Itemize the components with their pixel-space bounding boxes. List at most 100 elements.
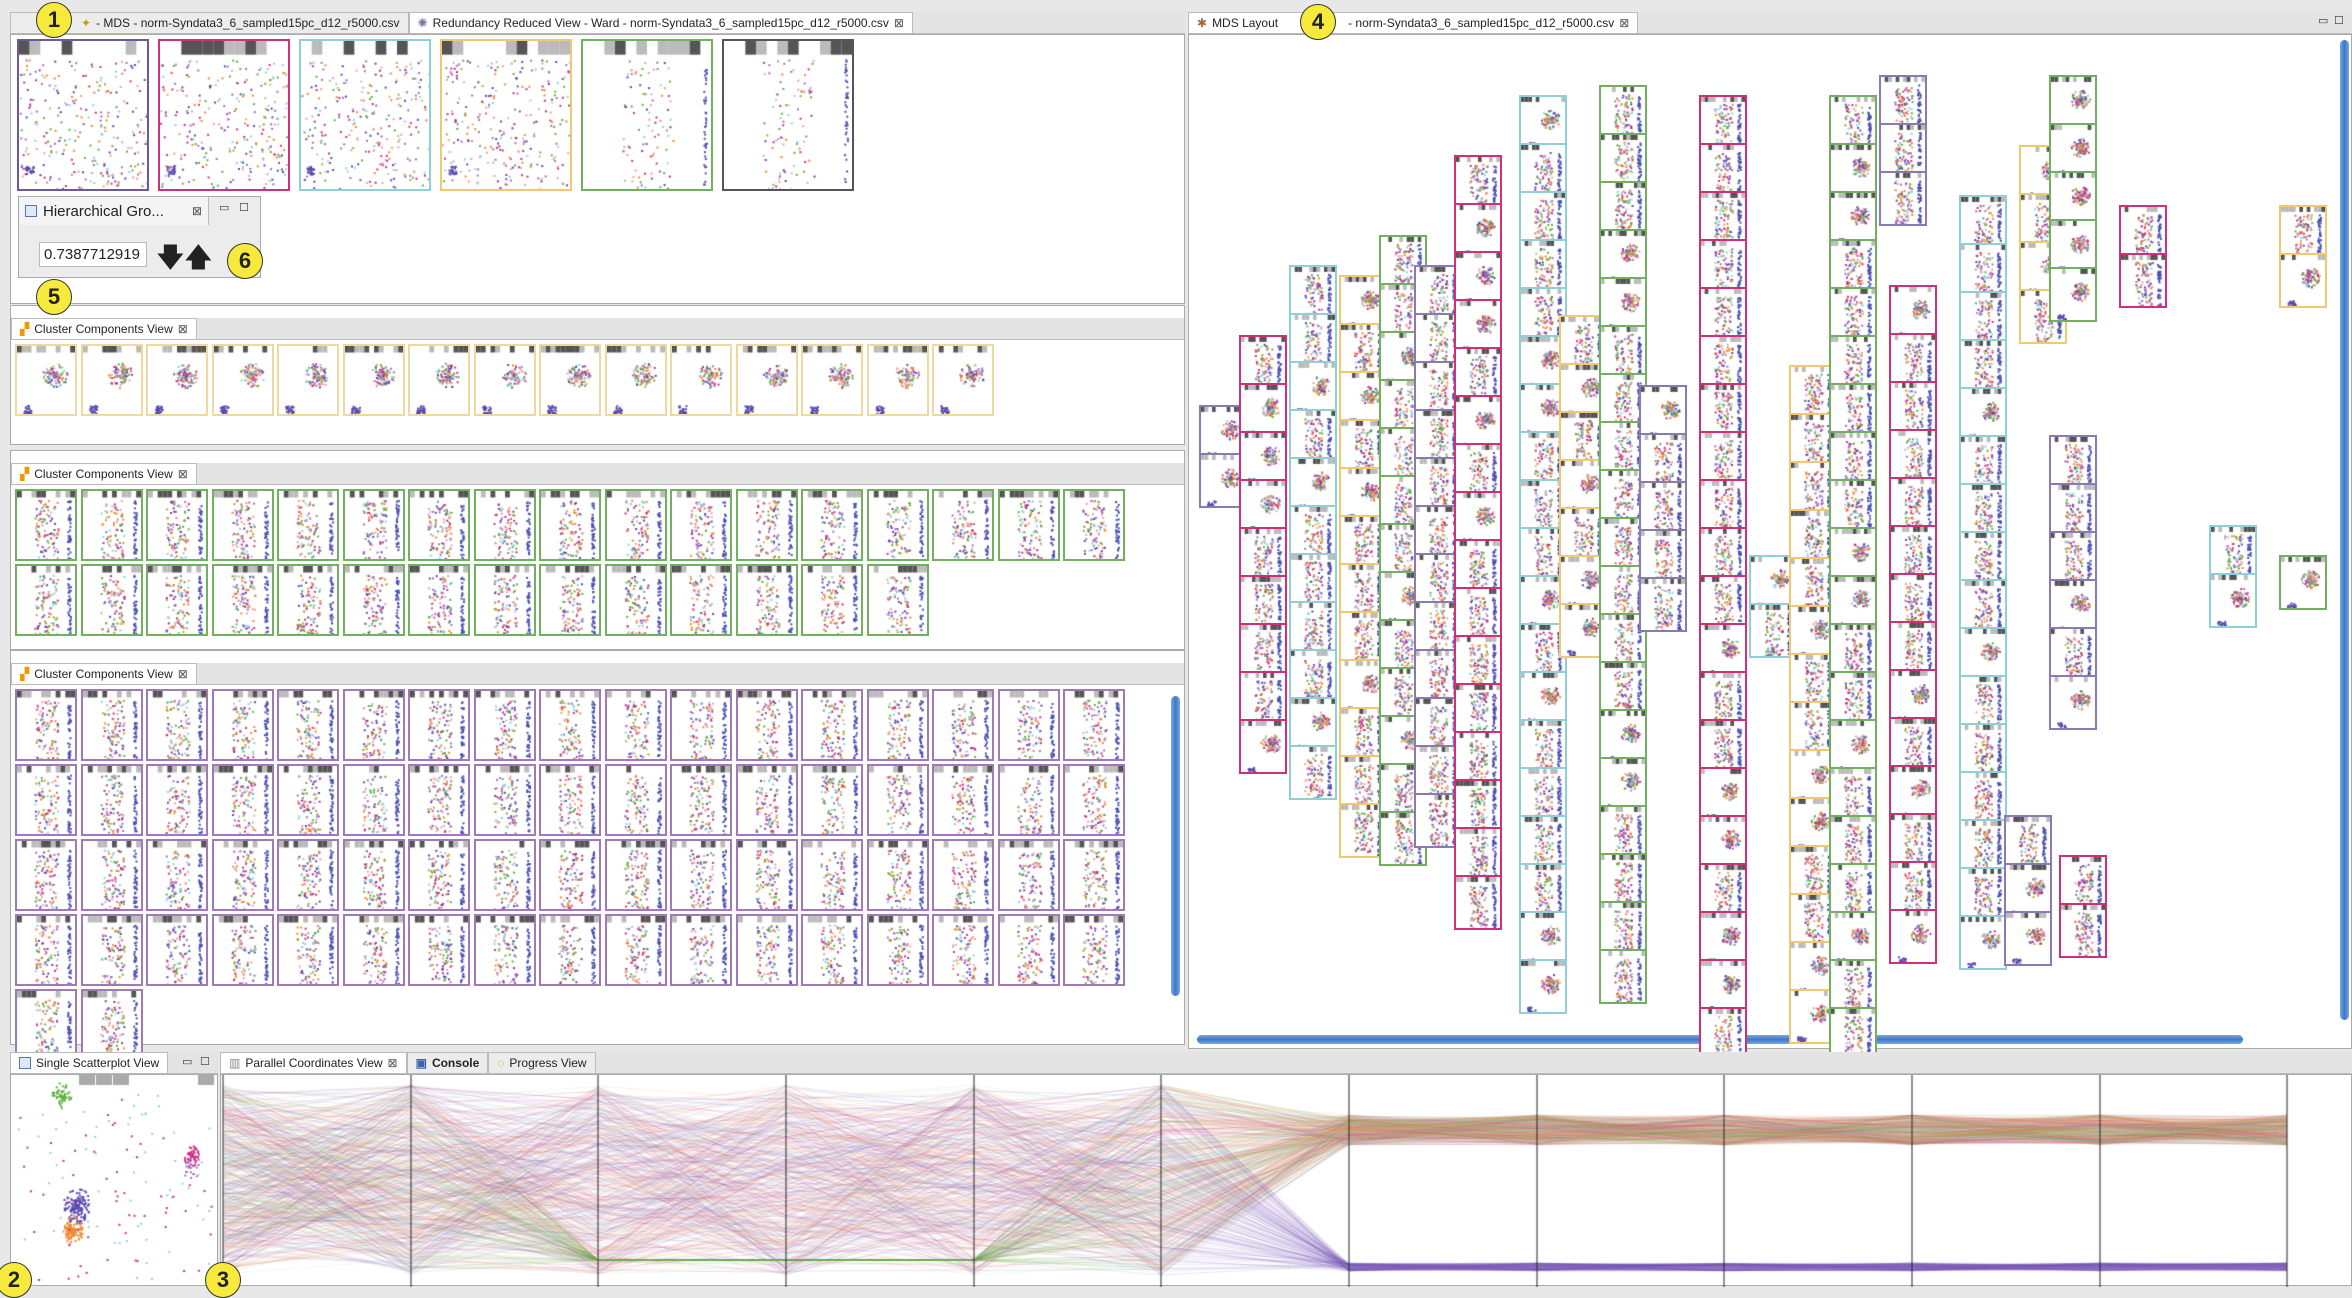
scatterplot-thumbnail[interactable] bbox=[211, 489, 274, 561]
scatterplot-thumbnail[interactable] bbox=[1699, 239, 1747, 294]
scatterplot-thumbnail[interactable] bbox=[1599, 709, 1647, 764]
scatterplot-thumbnail[interactable] bbox=[801, 764, 863, 836]
scatterplot-thumbnail[interactable] bbox=[1599, 661, 1647, 716]
scatterplot-thumbnail[interactable] bbox=[801, 344, 863, 416]
scatterplot-thumbnail[interactable] bbox=[2279, 205, 2327, 260]
scatterplot-thumbnail[interactable] bbox=[342, 914, 405, 986]
scatterplot-thumbnail[interactable] bbox=[1829, 863, 1877, 918]
scatterplot-thumbnail[interactable] bbox=[80, 344, 143, 416]
scatterplot-thumbnail[interactable] bbox=[1599, 325, 1647, 380]
scatterplot-thumbnail[interactable] bbox=[866, 914, 929, 986]
scatterplot-thumbnail[interactable] bbox=[1289, 313, 1337, 368]
scatterplot-thumbnail[interactable] bbox=[1519, 191, 1567, 246]
scatterplot-thumbnail[interactable] bbox=[342, 689, 405, 761]
scatterplot-thumbnail[interactable] bbox=[2004, 815, 2052, 870]
scatterplot-thumbnail[interactable] bbox=[1063, 914, 1125, 986]
scatterplot-thumbnail[interactable] bbox=[1699, 527, 1747, 582]
scatterplot-thumbnail[interactable] bbox=[932, 344, 994, 416]
scatterplot-thumbnail[interactable] bbox=[211, 764, 274, 836]
scatterplot-thumbnail[interactable] bbox=[1829, 911, 1877, 966]
scatterplot-thumbnail[interactable] bbox=[1519, 767, 1567, 822]
scatterplot-thumbnail[interactable] bbox=[1699, 863, 1747, 918]
scatterplot-thumbnail[interactable] bbox=[670, 489, 732, 561]
scatterplot-thumbnail[interactable] bbox=[1454, 347, 1502, 402]
maximize-icon[interactable]: ☐ bbox=[239, 202, 249, 214]
scatterplot-thumbnail[interactable] bbox=[1959, 291, 2007, 346]
scatterplot-thumbnail[interactable] bbox=[342, 489, 405, 561]
scatterplot-thumbnail[interactable] bbox=[539, 839, 601, 911]
scatterplot-thumbnail[interactable] bbox=[1829, 671, 1877, 726]
scatterplot-thumbnail[interactable] bbox=[473, 489, 536, 561]
scatterplot-thumbnail[interactable] bbox=[1454, 395, 1502, 450]
scatterplot-thumbnail[interactable] bbox=[2059, 855, 2107, 910]
scatterplot-thumbnail[interactable] bbox=[2049, 627, 2097, 682]
scatterplot-thumbnail[interactable] bbox=[735, 489, 798, 561]
scatterplot-thumbnail[interactable] bbox=[735, 344, 798, 416]
scatterplot-thumbnail[interactable] bbox=[1829, 623, 1877, 678]
scatterplot-thumbnail[interactable] bbox=[2049, 171, 2097, 226]
scatterplot-thumbnail[interactable] bbox=[2049, 435, 2097, 490]
scatterplot-thumbnail[interactable] bbox=[1454, 251, 1502, 306]
scatterplot-thumbnail[interactable] bbox=[1239, 527, 1287, 582]
scatterplot-thumbnail[interactable] bbox=[735, 914, 798, 986]
maximize-icon[interactable]: ☐ bbox=[2334, 15, 2344, 27]
scatterplot-thumbnail[interactable] bbox=[670, 914, 732, 986]
scatterplot-thumbnail[interactable] bbox=[1889, 573, 1937, 628]
scatterplot-thumbnail[interactable] bbox=[2049, 483, 2097, 538]
scatterplot-thumbnail[interactable] bbox=[277, 564, 339, 636]
scatterplot-thumbnail[interactable] bbox=[1289, 697, 1337, 752]
scatterplot-thumbnail[interactable] bbox=[735, 764, 798, 836]
scatterplot-thumbnail[interactable] bbox=[1959, 867, 2007, 922]
scatterplot-thumbnail[interactable] bbox=[604, 914, 667, 986]
scatterplot-thumbnail[interactable] bbox=[539, 489, 601, 561]
scatterplot-thumbnail[interactable] bbox=[1454, 635, 1502, 690]
scatterplot-thumbnail[interactable] bbox=[604, 839, 667, 911]
scatterplot-thumbnail[interactable] bbox=[1454, 299, 1502, 354]
scatterplot-thumbnail[interactable] bbox=[1699, 383, 1747, 438]
scatterplot-thumbnail[interactable] bbox=[1959, 723, 2007, 778]
scatterplot-thumbnail[interactable] bbox=[2049, 675, 2097, 730]
scatterplot-thumbnail[interactable] bbox=[1289, 265, 1337, 320]
scatterplot-thumbnail[interactable] bbox=[1063, 764, 1125, 836]
scatterplot-thumbnail[interactable] bbox=[211, 344, 274, 416]
scatterplot-thumbnail[interactable] bbox=[997, 764, 1060, 836]
scatterplot-thumbnail[interactable] bbox=[408, 764, 470, 836]
scatterplot-thumbnail[interactable] bbox=[15, 839, 77, 911]
scatterplot-thumbnail[interactable] bbox=[211, 839, 274, 911]
parallel-coordinates-plot[interactable] bbox=[221, 1075, 2352, 1287]
close-icon[interactable]: ⊠ bbox=[177, 322, 188, 336]
scatterplot-thumbnail[interactable] bbox=[1239, 575, 1287, 630]
scatterplot-thumbnail[interactable] bbox=[342, 764, 405, 836]
scatterplot-thumbnail[interactable] bbox=[2049, 123, 2097, 178]
scatterplot-thumbnail[interactable] bbox=[1699, 575, 1747, 630]
scatterplot-thumbnail[interactable] bbox=[1599, 949, 1647, 1004]
scatterplot-thumbnail[interactable] bbox=[1519, 911, 1567, 966]
scatterplot-thumbnail[interactable] bbox=[932, 489, 994, 561]
scatterplot-thumbnail[interactable] bbox=[473, 839, 536, 911]
scatterplot-thumbnail[interactable] bbox=[604, 344, 667, 416]
scatterplot-thumbnail[interactable] bbox=[146, 914, 208, 986]
scatterplot-thumbnail[interactable] bbox=[15, 914, 77, 986]
scatterplot-thumbnail[interactable] bbox=[1889, 285, 1937, 340]
scatterplot-thumbnail[interactable] bbox=[735, 564, 798, 636]
scatterplot-thumbnail[interactable] bbox=[1519, 863, 1567, 918]
tab-progress-view[interactable]: ◌ Progress View bbox=[488, 1052, 596, 1073]
close-icon[interactable]: ⊠ bbox=[177, 467, 188, 481]
scatterplot-thumbnail[interactable] bbox=[1239, 383, 1287, 438]
scatterplot-thumbnail[interactable] bbox=[1639, 481, 1687, 536]
scatterplot-thumbnail[interactable] bbox=[1289, 649, 1337, 704]
scatterplot-thumbnail[interactable] bbox=[866, 839, 929, 911]
scatterplot-thumbnail[interactable] bbox=[146, 689, 208, 761]
scatterplot-thumbnail[interactable] bbox=[473, 914, 536, 986]
scatterplot-thumbnail[interactable] bbox=[1454, 587, 1502, 642]
scatterplot-thumbnail[interactable] bbox=[146, 564, 208, 636]
scatterplot-thumbnail[interactable] bbox=[2209, 525, 2257, 580]
vertical-scrollbar[interactable] bbox=[2340, 40, 2349, 1020]
scatterplot-thumbnail[interactable] bbox=[342, 839, 405, 911]
scatterplot-thumbnail[interactable] bbox=[932, 764, 994, 836]
scatterplot-thumbnail[interactable] bbox=[1889, 717, 1937, 772]
scatterplot-thumbnail[interactable] bbox=[932, 914, 994, 986]
scatterplot-thumbnail[interactable] bbox=[2209, 573, 2257, 628]
scatterplot-thumbnail[interactable] bbox=[670, 689, 732, 761]
scatterplot-thumbnail[interactable] bbox=[80, 989, 143, 1061]
